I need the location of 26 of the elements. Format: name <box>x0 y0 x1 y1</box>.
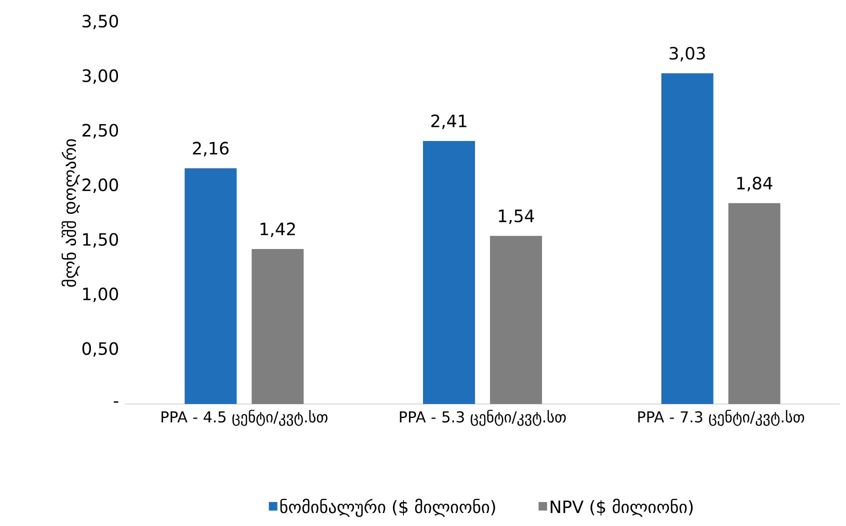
data-label: 3,03 <box>670 46 705 62</box>
y-tick-label: 3,50 <box>82 14 118 30</box>
y-tick-label: 1,50 <box>83 232 118 248</box>
data-label: 2,16 <box>192 142 229 156</box>
data-label: 1,54 <box>498 210 534 224</box>
bar <box>661 73 714 404</box>
y-tick-label: 2,50 <box>82 124 118 138</box>
y-tick-label: - <box>114 401 118 403</box>
bar <box>728 203 780 404</box>
data-label: 1,42 <box>260 222 295 238</box>
y-tick-label: 1,00 <box>83 288 118 302</box>
y-tick-label: 2,00 <box>82 178 118 193</box>
y-tick-label: 0,50 <box>82 342 118 357</box>
bar <box>490 236 542 404</box>
legend-label: NPV ($ მილიონი) <box>550 498 693 517</box>
y-axis-title: მლნ აშშ დოლარი <box>62 139 80 287</box>
x-tick-label: PPA - 4.5 ცენტი/კვტ.სთ <box>162 410 328 426</box>
x-tick-label: PPA - 5.3 ცენტი/კვტ.სთ <box>400 410 566 426</box>
legend-label: ნომინალური ($ მილიონი) <box>280 498 496 517</box>
data-label: 1,84 <box>737 176 772 192</box>
bar <box>252 249 304 404</box>
y-tick-label: 3,00 <box>82 69 118 84</box>
bar <box>184 168 237 404</box>
data-label: 2,41 <box>431 114 466 130</box>
x-tick-label: PPA - 7.3 ცენტი/კვტ.სთ <box>638 410 804 426</box>
bar <box>423 140 476 404</box>
